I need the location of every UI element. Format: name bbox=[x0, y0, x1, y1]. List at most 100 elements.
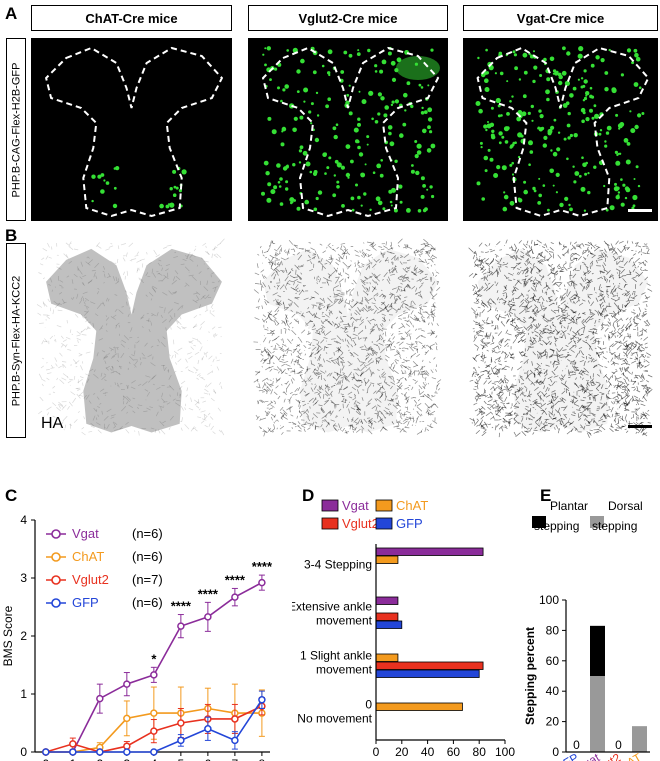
ha-fiber bbox=[404, 386, 410, 390]
ha-fiber bbox=[478, 407, 484, 411]
ha-fiber bbox=[584, 335, 590, 339]
ha-fiber bbox=[538, 337, 542, 343]
ha-fiber bbox=[385, 358, 389, 362]
ha-fiber bbox=[404, 283, 409, 289]
ha-fiber bbox=[423, 242, 427, 247]
ha-fiber bbox=[348, 363, 353, 367]
ha-fiber bbox=[643, 243, 646, 245]
ha-fiber bbox=[380, 248, 385, 251]
ha-fiber bbox=[262, 391, 265, 393]
ha-fiber bbox=[162, 291, 168, 296]
ha-fiber bbox=[527, 296, 529, 300]
ha-fiber bbox=[502, 289, 506, 292]
ha-fiber bbox=[549, 378, 553, 383]
ha-fiber bbox=[343, 327, 347, 333]
ha-fiber bbox=[364, 344, 367, 349]
ha-fiber bbox=[271, 332, 275, 335]
ha-fiber bbox=[476, 418, 480, 421]
ha-fiber bbox=[489, 260, 494, 265]
ha-fiber bbox=[391, 261, 394, 264]
ha-fiber bbox=[366, 241, 372, 244]
ha-fiber bbox=[367, 352, 371, 356]
ha-fiber bbox=[536, 404, 542, 410]
ha-fiber bbox=[160, 341, 166, 348]
gfp-cell bbox=[497, 114, 501, 118]
ha-fiber bbox=[277, 300, 282, 305]
ha-fiber bbox=[119, 425, 123, 430]
ha-fiber bbox=[543, 385, 545, 389]
ha-fiber bbox=[501, 366, 506, 371]
ha-fiber bbox=[383, 245, 388, 249]
ha-fiber bbox=[262, 314, 267, 318]
ha-fiber bbox=[126, 411, 128, 414]
ha-fiber bbox=[212, 333, 215, 337]
ha-fiber bbox=[410, 271, 417, 275]
ha-fiber bbox=[506, 412, 511, 416]
ha-fiber bbox=[635, 410, 637, 415]
gfp-cell bbox=[100, 173, 105, 177]
ha-fiber bbox=[633, 318, 636, 322]
ha-fiber bbox=[610, 288, 613, 294]
ha-fiber bbox=[619, 282, 621, 285]
ha-fiber bbox=[531, 339, 535, 344]
gfp-stain-label: GFP bbox=[41, 196, 74, 213]
ha-fiber bbox=[262, 430, 268, 433]
ha-fiber bbox=[295, 269, 297, 275]
ha-fiber bbox=[417, 311, 423, 316]
ha-fiber bbox=[278, 278, 281, 282]
ha-fiber bbox=[494, 369, 499, 374]
ha-fiber bbox=[388, 366, 394, 372]
ha-fiber bbox=[390, 273, 396, 276]
ha-fiber bbox=[102, 265, 106, 270]
ha-fiber bbox=[519, 375, 523, 378]
ha-fiber bbox=[202, 295, 205, 299]
gfp-cell bbox=[335, 123, 339, 126]
ha-fiber bbox=[479, 263, 483, 267]
ha-fiber bbox=[635, 398, 640, 402]
ha-fiber bbox=[350, 407, 356, 410]
ha-fiber bbox=[343, 386, 348, 390]
ha-fiber bbox=[636, 352, 639, 357]
ha-fiber bbox=[578, 243, 582, 248]
ha-fiber bbox=[82, 274, 87, 278]
ha-fiber bbox=[540, 421, 542, 425]
gfp-cell bbox=[614, 150, 618, 154]
ha-fiber bbox=[42, 248, 48, 252]
ha-fiber bbox=[320, 408, 324, 414]
ha-fiber bbox=[102, 356, 108, 360]
gfp-cell bbox=[322, 152, 327, 157]
gfp-cell bbox=[312, 70, 317, 75]
ha-fiber bbox=[291, 313, 296, 318]
ha-fiber bbox=[168, 375, 172, 380]
ha-fiber bbox=[639, 351, 641, 353]
ha-fiber bbox=[608, 375, 612, 381]
ha-fiber bbox=[310, 261, 313, 265]
ha-fiber bbox=[378, 359, 380, 364]
ha-fiber bbox=[197, 359, 200, 365]
ha-fiber bbox=[424, 244, 429, 248]
ha-fiber bbox=[319, 386, 324, 391]
ha-fiber bbox=[206, 280, 209, 286]
ha-fiber bbox=[397, 421, 400, 426]
ha-fiber bbox=[296, 415, 299, 419]
ha-fiber bbox=[328, 304, 334, 308]
ha-fiber bbox=[342, 374, 349, 378]
ha-fiber bbox=[193, 292, 198, 295]
ha-fiber bbox=[373, 286, 377, 290]
ha-fiber bbox=[185, 366, 189, 369]
ha-fiber bbox=[515, 254, 518, 258]
ha-fiber bbox=[513, 415, 518, 420]
ha-fiber bbox=[499, 393, 504, 398]
ha-fiber bbox=[110, 316, 116, 320]
ha-fiber bbox=[427, 396, 433, 401]
gfp-cell bbox=[305, 161, 311, 167]
ha-fiber bbox=[324, 384, 327, 387]
ha-fiber bbox=[293, 369, 296, 375]
ha-fiber bbox=[401, 393, 404, 395]
ha-fiber bbox=[419, 270, 424, 275]
ha-fiber bbox=[567, 291, 571, 296]
ha-fiber bbox=[407, 246, 413, 250]
ha-fiber bbox=[316, 343, 322, 348]
ha-fiber bbox=[327, 421, 330, 426]
ha-fiber bbox=[185, 254, 187, 257]
